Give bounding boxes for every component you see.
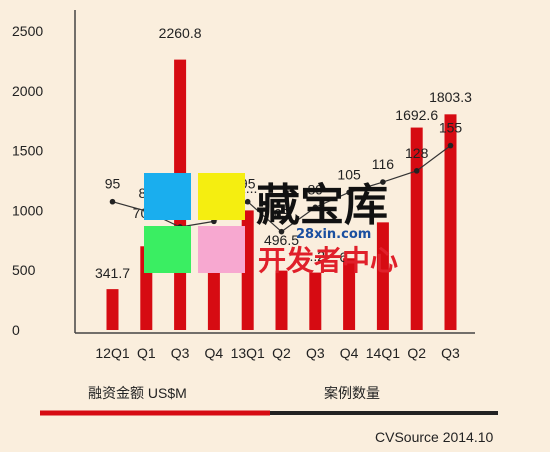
bar-data-label: 341.7	[95, 265, 130, 281]
bar	[343, 258, 356, 330]
x-tick-label: Q2	[407, 345, 426, 361]
watermark: 藏宝库 28xin.com 开发者中心	[144, 173, 398, 277]
bar-data-label: ...2	[306, 248, 326, 264]
line-point	[380, 179, 386, 185]
watermark-tile-yellow	[198, 173, 245, 220]
y-tick-label: 0	[12, 322, 20, 338]
bar	[309, 272, 322, 330]
y-tick-label: 1000	[12, 202, 43, 218]
line-point	[109, 198, 116, 205]
y-tick-label: 2500	[12, 23, 43, 39]
watermark-tile-blue	[144, 173, 191, 220]
x-tick-label: Q1	[137, 345, 156, 361]
x-tick-label: 13Q1	[231, 345, 265, 361]
y-tick-label: 1500	[12, 143, 43, 159]
bar	[410, 127, 423, 331]
x-tick-label: Q3	[306, 345, 325, 361]
x-tick-label: 12Q1	[95, 345, 129, 361]
line-data-label: 63	[274, 206, 290, 222]
line-point	[278, 228, 285, 235]
watermark-tile-pink	[198, 226, 245, 273]
bar-data-label: 1692.6	[395, 107, 438, 123]
legend-bar-label: 融资金额 US$M	[88, 385, 187, 401]
line-data-label: 116	[372, 156, 395, 172]
bar-data-label: 496.5	[264, 232, 299, 248]
x-tick-label: Q2	[272, 345, 291, 361]
bar-data-label: 2260.8	[159, 25, 202, 41]
line-data-label: 155	[439, 120, 463, 136]
y-tick-label: 500	[12, 262, 36, 278]
source-note: CVSource 2014.10	[375, 429, 494, 445]
x-tick-label: Q3	[441, 345, 460, 361]
watermark-tile-green	[144, 226, 191, 273]
y-tick-labels: 2500 2000 1500 1000 500 0	[12, 23, 43, 338]
line-data-label: 89	[308, 181, 324, 197]
watermark-url: 28xin.com	[296, 227, 371, 242]
line-point	[312, 204, 319, 211]
bar-data-label: 6...	[339, 249, 358, 265]
x-tick-labels: 12Q1 Q1 Q3 Q4 13Q1 Q2 Q3 Q4 14Q1 Q2 Q3	[95, 345, 460, 361]
bar	[275, 270, 288, 330]
line-point	[447, 142, 454, 149]
line-point	[244, 198, 251, 205]
line-data-label: 128	[405, 145, 429, 161]
x-tick-label: Q4	[205, 345, 224, 361]
line-data-label: 105	[337, 166, 361, 182]
watermark-subtitle: 开发者中心	[258, 244, 398, 277]
y-tick-label: 2000	[12, 83, 43, 99]
bar	[207, 272, 220, 330]
x-tick-label: Q4	[340, 345, 359, 361]
line-data-label: 95	[105, 176, 121, 192]
bar	[444, 114, 457, 330]
bar	[376, 222, 389, 330]
x-tick-label: Q3	[171, 345, 190, 361]
bar-data-label: 1803.3	[429, 89, 472, 105]
watermark-title: 藏宝库	[256, 180, 388, 231]
line-point	[413, 168, 420, 174]
line-point	[346, 189, 352, 196]
x-tick-label: 14Q1	[366, 345, 400, 361]
legend-line-label: 案例数量	[324, 385, 380, 401]
bar	[106, 289, 119, 330]
